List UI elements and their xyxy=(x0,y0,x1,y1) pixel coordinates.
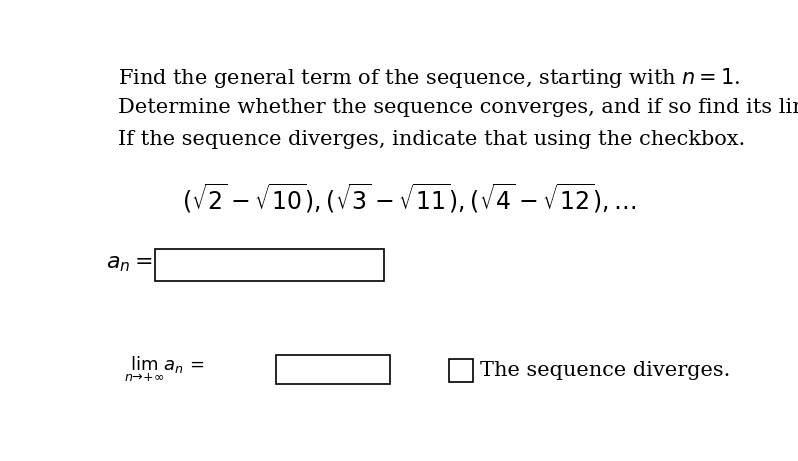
Text: The sequence diverges.: The sequence diverges. xyxy=(480,361,730,380)
FancyBboxPatch shape xyxy=(449,359,472,382)
Text: Find the general term of the sequence, starting with $n = 1$.: Find the general term of the sequence, s… xyxy=(118,66,741,90)
FancyBboxPatch shape xyxy=(156,249,385,281)
Text: $a_n =$: $a_n =$ xyxy=(105,252,152,274)
Text: $(\sqrt{2} - \sqrt{10}), (\sqrt{3} - \sqrt{11}), (\sqrt{4} - \sqrt{12}), \ldots$: $(\sqrt{2} - \sqrt{10}), (\sqrt{3} - \sq… xyxy=(182,181,636,215)
FancyBboxPatch shape xyxy=(276,355,390,384)
Text: If the sequence diverges, indicate that using the checkbox.: If the sequence diverges, indicate that … xyxy=(118,130,745,149)
Text: $\lim_{n\to+\infty} a_n =$: $\lim_{n\to+\infty} a_n =$ xyxy=(124,355,205,384)
Text: Determine whether the sequence converges, and if so find its limit.: Determine whether the sequence converges… xyxy=(118,98,798,117)
